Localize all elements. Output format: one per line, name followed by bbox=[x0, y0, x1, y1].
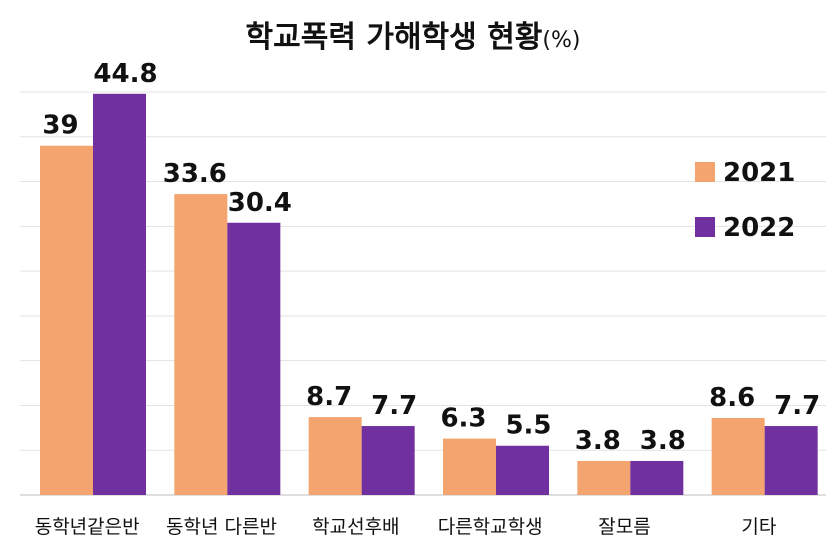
legend-swatch-2022 bbox=[695, 217, 715, 237]
data-label: 7.7 bbox=[774, 391, 820, 421]
data-label: 30.4 bbox=[228, 188, 292, 218]
data-label: 8.6 bbox=[709, 383, 755, 413]
bar-2021 bbox=[174, 194, 228, 496]
x-tick-label: 잘모름 bbox=[598, 516, 650, 538]
data-label: 7.7 bbox=[371, 391, 417, 421]
x-tick-label: 동학년같은반 bbox=[35, 516, 140, 538]
bar-2022 bbox=[496, 445, 549, 495]
bar-2021 bbox=[443, 438, 496, 495]
legend-label-2021: 2021 bbox=[723, 158, 795, 188]
bar-2021 bbox=[577, 460, 631, 495]
bar-2022 bbox=[93, 93, 146, 496]
data-label: 8.7 bbox=[306, 382, 352, 412]
bar-2022 bbox=[227, 222, 281, 496]
bar-2022 bbox=[361, 426, 415, 495]
data-label: 3.8 bbox=[640, 426, 686, 456]
chart-title: 학교폭력 가해학생 현황 bbox=[245, 20, 543, 55]
bar-2022 bbox=[630, 460, 684, 495]
bar-2021 bbox=[40, 145, 93, 495]
x-tick-label: 다른학교학생 bbox=[438, 516, 543, 538]
x-tick-label: 기타 bbox=[741, 516, 776, 538]
bar-2021 bbox=[308, 417, 362, 495]
legend-swatch-2021 bbox=[695, 162, 715, 182]
data-label: 39 bbox=[42, 111, 78, 141]
x-tick-label: 동학년 다른반 bbox=[166, 516, 277, 538]
data-label: 3.8 bbox=[575, 426, 621, 456]
data-label: 5.5 bbox=[505, 411, 551, 441]
x-tick-label: 학교선후배 bbox=[312, 516, 399, 538]
legend-label-2022: 2022 bbox=[723, 213, 795, 243]
chart-title-unit: (%) bbox=[542, 28, 581, 53]
data-label: 6.3 bbox=[440, 404, 486, 434]
data-label: 44.8 bbox=[93, 59, 157, 89]
data-label: 33.6 bbox=[163, 159, 227, 189]
bar-2021 bbox=[711, 417, 765, 495]
chart-title-block: 학교폭력 가해학생 현황(%) bbox=[0, 12, 826, 56]
bar-2022 bbox=[764, 426, 818, 495]
